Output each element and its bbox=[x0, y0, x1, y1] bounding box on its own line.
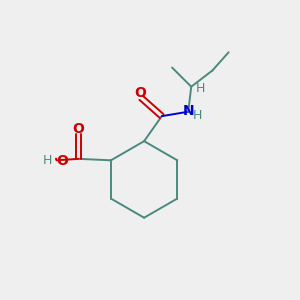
Text: H: H bbox=[195, 82, 205, 95]
Text: O: O bbox=[73, 122, 85, 136]
Text: H: H bbox=[193, 109, 202, 122]
Text: N: N bbox=[183, 104, 195, 118]
Text: O: O bbox=[135, 85, 146, 100]
Text: O: O bbox=[56, 154, 68, 168]
Text: H: H bbox=[42, 154, 52, 167]
Text: ·: · bbox=[53, 151, 59, 170]
